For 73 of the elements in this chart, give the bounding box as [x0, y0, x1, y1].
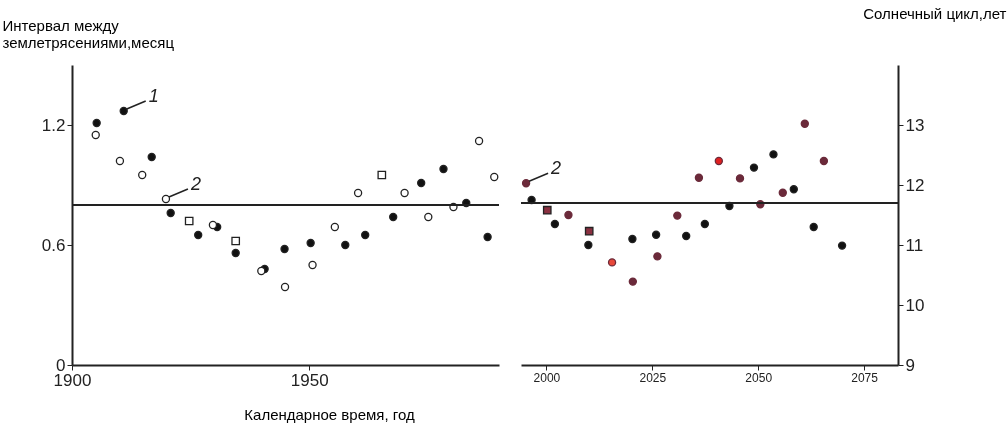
point: [280, 282, 290, 292]
point: [231, 248, 240, 258]
point: [682, 231, 691, 241]
point: [837, 241, 847, 250]
point: [306, 238, 315, 248]
point: [361, 230, 370, 240]
point: [341, 240, 350, 250]
point: [521, 179, 531, 188]
point: [749, 163, 759, 172]
point: [308, 260, 317, 270]
annotation: 1: [148, 86, 159, 106]
x-tick-label: 1950: [290, 370, 329, 390]
point: [353, 188, 363, 198]
point: [439, 164, 448, 174]
x-tick-label: 2000: [533, 370, 561, 385]
point: [147, 152, 156, 162]
point: [184, 216, 194, 226]
point: [778, 188, 787, 197]
x-tick-label: 2050: [745, 370, 773, 385]
point: [673, 211, 682, 220]
point: [92, 118, 101, 128]
point: [584, 240, 593, 250]
point: [91, 130, 100, 140]
point: [584, 226, 594, 236]
x-axis-title: Календарное время, год: [244, 405, 415, 423]
annotation: 2: [550, 158, 562, 179]
point: [628, 234, 637, 244]
y-tick-label: 10: [905, 295, 925, 315]
point: [694, 173, 704, 182]
x-tick-label: 2025: [639, 370, 667, 385]
point: [280, 244, 289, 254]
point: [714, 156, 724, 166]
point: [424, 212, 433, 222]
y-tick-label: 13: [905, 115, 925, 135]
point: [735, 174, 745, 183]
point: [417, 178, 426, 188]
point: [700, 219, 710, 229]
point: [166, 208, 175, 218]
annotation: 2: [189, 174, 201, 194]
y-tick-label: 0.6: [41, 235, 66, 255]
point: [483, 232, 492, 242]
y-tick-label: 9: [905, 355, 915, 375]
point: [607, 258, 617, 267]
point: [194, 230, 203, 240]
point: [474, 136, 484, 146]
point: [550, 219, 560, 229]
point: [161, 194, 171, 204]
y-axis-title: Интервал между землетрясениями,месяц: [2, 16, 175, 51]
point: [769, 150, 778, 159]
point: [809, 222, 818, 232]
point: [564, 210, 573, 220]
point: [789, 185, 798, 194]
point: [330, 222, 340, 232]
point: [819, 156, 829, 166]
point: [115, 156, 125, 166]
point: [628, 277, 638, 286]
point: [653, 252, 662, 261]
point: [208, 220, 218, 230]
point: [377, 170, 387, 180]
y-tick-label: 1.2: [41, 115, 66, 135]
x-tick-label: 2075: [851, 370, 879, 385]
point: [542, 205, 552, 215]
y-axis-title: Солнечный цикл,лет: [863, 4, 1007, 22]
point: [389, 212, 398, 222]
point: [231, 236, 241, 246]
y-tick-label: 12: [905, 175, 925, 195]
y-tick-label: 11: [905, 235, 924, 255]
point: [400, 188, 409, 198]
point: [800, 119, 809, 128]
point: [651, 230, 661, 239]
point: [119, 106, 128, 116]
point: [490, 172, 499, 182]
point: [138, 170, 147, 180]
